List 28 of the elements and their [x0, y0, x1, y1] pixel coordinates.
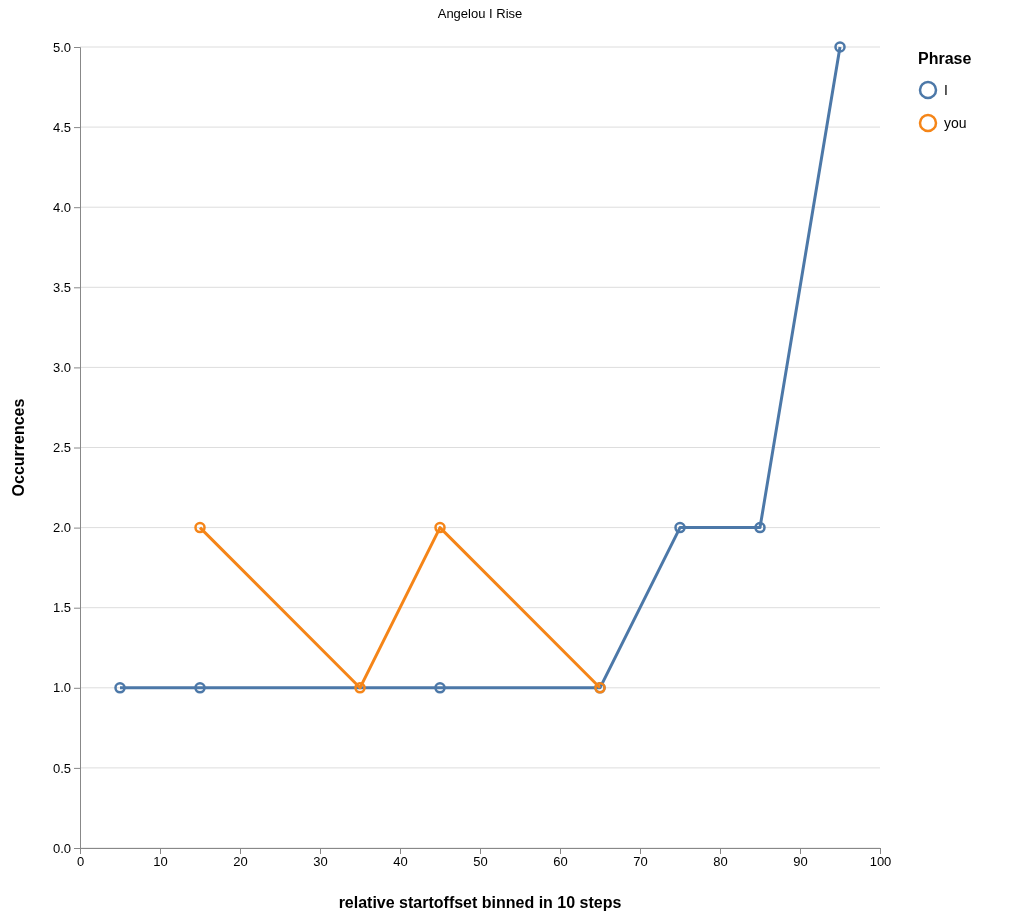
x-tick-label: 0 — [76, 854, 85, 870]
x-tick-label: 90 — [793, 854, 808, 870]
x-tick-label: 40 — [393, 854, 408, 870]
x-tick-label: 20 — [233, 854, 248, 870]
x-tick-label: 100 — [869, 854, 892, 870]
x-tick-label: 10 — [153, 854, 168, 870]
y-tick-label: 3.5 — [52, 279, 71, 295]
y-tick-label: 5.0 — [52, 39, 71, 55]
legend-title: Phrase — [918, 50, 972, 67]
legend-label: I — [944, 82, 948, 98]
y-tick-label: 1.5 — [52, 600, 71, 616]
x-axis-title: relative startoffset binned in 10 steps — [338, 894, 622, 911]
y-tick-label: 3.0 — [52, 360, 71, 376]
x-tick-label: 80 — [713, 854, 728, 870]
x-tick-label: 60 — [553, 854, 568, 870]
y-tick-label: 2.5 — [52, 440, 71, 456]
y-tick-label: 4.5 — [52, 119, 71, 135]
y-tick-label: 0.0 — [52, 840, 71, 856]
y-axis-title: Occurrences — [10, 398, 27, 497]
y-tick-label: 2.0 — [52, 520, 71, 536]
x-tick-label: 70 — [633, 854, 648, 870]
y-tick-label: 4.0 — [52, 199, 71, 215]
x-tick-label: 30 — [313, 854, 328, 870]
legend-label: you — [944, 115, 967, 131]
y-tick-label: 0.5 — [52, 760, 71, 776]
chart-title: Angelou I Rise — [437, 6, 523, 21]
x-tick-label: 50 — [473, 854, 488, 870]
y-tick-label: 1.0 — [52, 680, 71, 696]
